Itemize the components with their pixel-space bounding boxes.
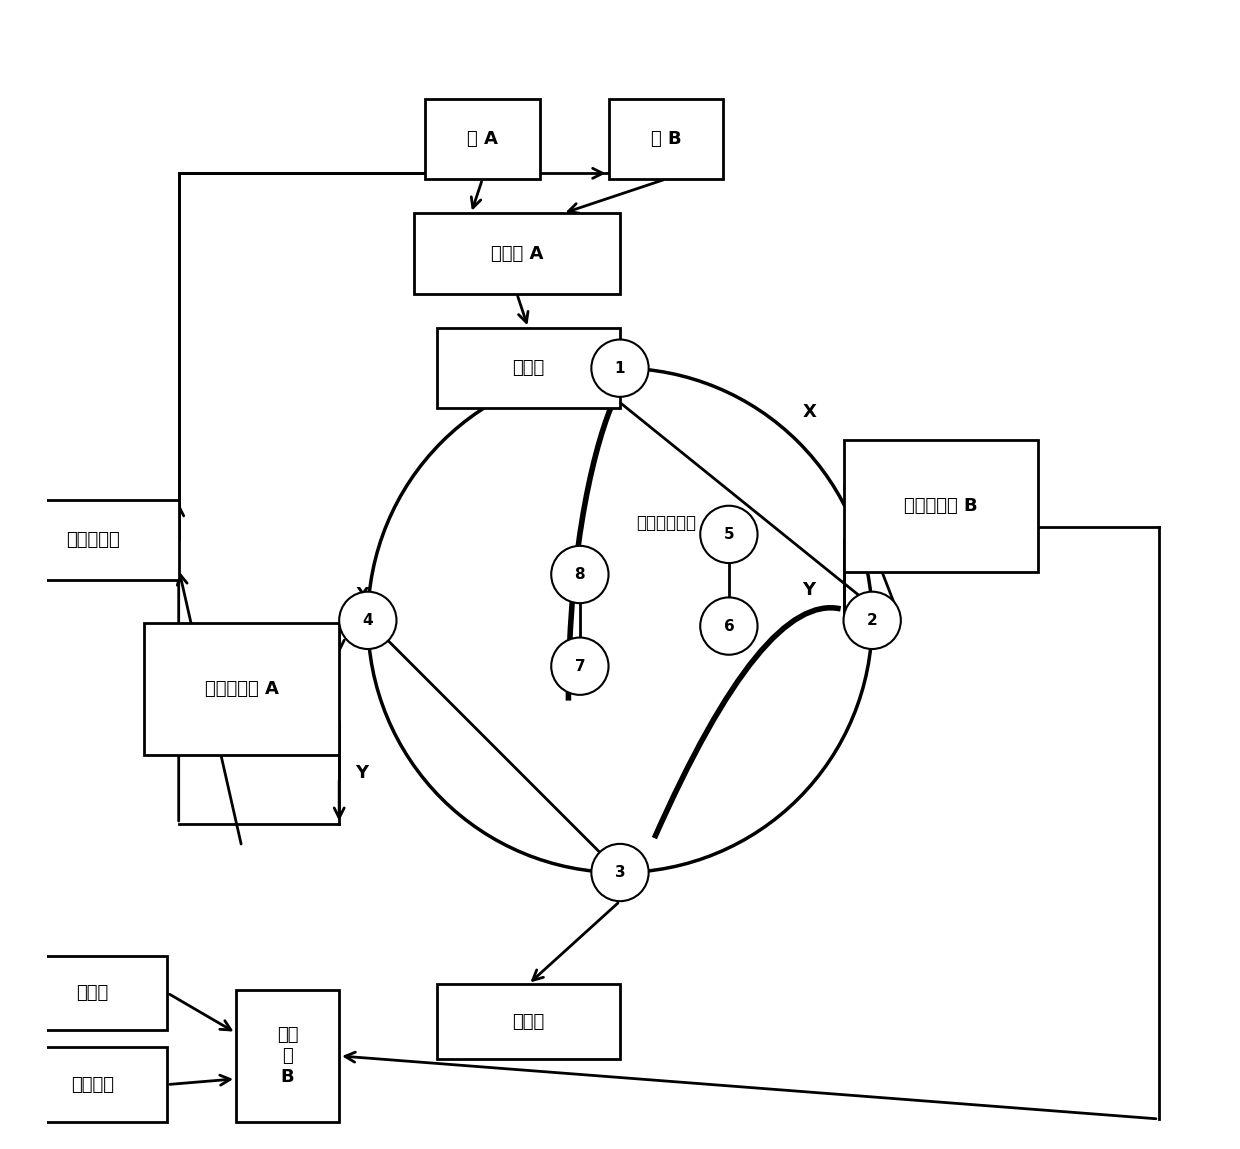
- FancyBboxPatch shape: [609, 99, 723, 179]
- FancyBboxPatch shape: [436, 985, 620, 1058]
- Circle shape: [340, 592, 397, 649]
- FancyBboxPatch shape: [6, 500, 179, 580]
- Text: 3: 3: [615, 865, 625, 880]
- Circle shape: [701, 506, 758, 563]
- Text: X: X: [802, 403, 816, 421]
- Circle shape: [552, 638, 609, 695]
- Text: 1: 1: [615, 361, 625, 376]
- Text: 6: 6: [723, 618, 734, 633]
- FancyBboxPatch shape: [144, 623, 340, 755]
- Text: 4: 4: [362, 612, 373, 627]
- FancyBboxPatch shape: [236, 990, 340, 1121]
- Circle shape: [701, 597, 758, 655]
- Text: 富集柱阵列 A: 富集柱阵列 A: [205, 680, 279, 699]
- FancyBboxPatch shape: [19, 956, 167, 1031]
- Text: Y: Y: [802, 580, 816, 599]
- Circle shape: [591, 339, 649, 396]
- Circle shape: [843, 592, 900, 649]
- Text: 富集柱阵列 B: 富集柱阵列 B: [904, 496, 978, 515]
- Text: 稀释液泵: 稀释液泵: [71, 1075, 114, 1094]
- Text: 8: 8: [574, 566, 585, 583]
- FancyBboxPatch shape: [843, 440, 1038, 572]
- Text: Y: Y: [356, 764, 368, 782]
- Circle shape: [552, 546, 609, 603]
- Circle shape: [591, 843, 649, 901]
- Text: 7: 7: [574, 658, 585, 673]
- Text: 分离柱阵列: 分离柱阵列: [66, 531, 119, 549]
- Text: 泵 A: 泵 A: [467, 130, 498, 148]
- FancyBboxPatch shape: [436, 329, 620, 408]
- Text: 2: 2: [867, 612, 878, 627]
- FancyBboxPatch shape: [414, 214, 620, 294]
- Text: 混合
器
B: 混合 器 B: [277, 1026, 299, 1086]
- Text: 检测器: 检测器: [77, 984, 109, 1002]
- Text: 5: 5: [724, 527, 734, 542]
- Text: 混合器 A: 混合器 A: [491, 245, 543, 263]
- FancyBboxPatch shape: [425, 99, 539, 179]
- Text: 双两位四通阀: 双两位四通阀: [636, 514, 696, 532]
- Text: X: X: [355, 586, 370, 604]
- Text: 收集器: 收集器: [512, 1012, 544, 1031]
- FancyBboxPatch shape: [19, 1048, 167, 1121]
- Text: 进样阀: 进样阀: [512, 360, 544, 377]
- Text: 泵 B: 泵 B: [651, 130, 681, 148]
